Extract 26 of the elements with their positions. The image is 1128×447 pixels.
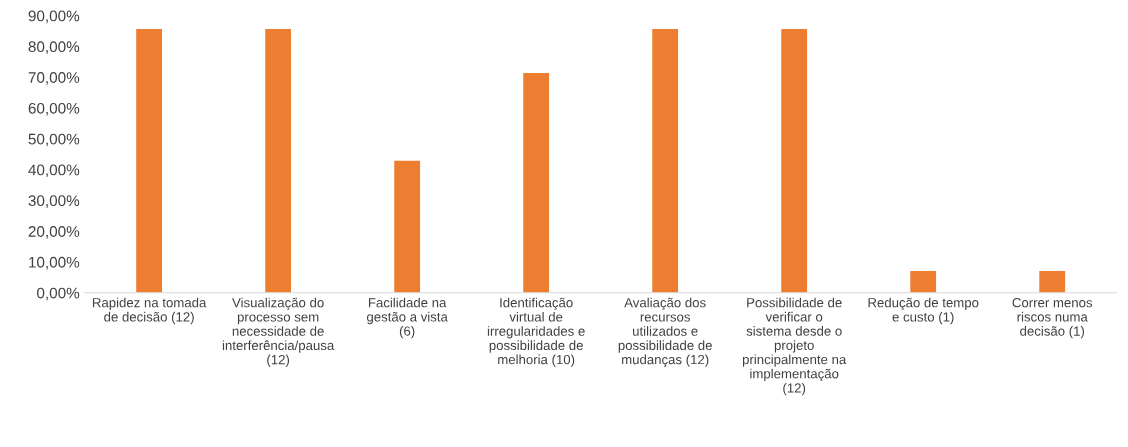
x-tick-label: Facilidade na gestão a vista (6)	[366, 297, 448, 339]
bar	[394, 160, 421, 293]
y-tick-label: 60,00%	[28, 102, 80, 116]
y-tick-label: 30,00%	[28, 195, 80, 208]
bar	[136, 28, 163, 293]
y-tick-label: 20,00%	[28, 226, 80, 239]
x-tick-label: Identificação virtual de irregularidades e possibilidade de melhoria (10)	[487, 297, 585, 367]
y-tick-label: 50,00%	[28, 133, 80, 147]
x-tick-label: Correr menos riscos numa decisão (1)	[1012, 297, 1093, 339]
y-tick-label: 40,00%	[28, 164, 80, 178]
y-tick-label: 0,00%	[37, 287, 80, 301]
x-tick-label: Redução de tempo e custo (1)	[868, 297, 979, 325]
x-tick-label: Visualização do processo sem necessidade de interferência/pausa (12)	[222, 297, 335, 367]
bar	[523, 72, 550, 293]
y-tick-label: 10,00%	[29, 256, 80, 270]
bar	[652, 28, 679, 293]
bar	[910, 270, 937, 293]
bar	[781, 28, 808, 293]
bar	[1039, 270, 1066, 293]
y-tick-label: 90,00%	[28, 10, 80, 24]
x-tick-label: Avaliação dos recursos utilizados e possibilidade de mudanças (12)	[618, 297, 712, 367]
x-tick-label: Possibilidade de verificar o sistema desde o projeto principalmente na implementação (12)	[742, 297, 847, 396]
x-tick-label: Rapidez na tomada de decisão (12)	[92, 297, 207, 325]
y-tick-label: 70,00%	[28, 72, 80, 85]
y-tick-label: 80,00%	[28, 41, 80, 54]
bar	[265, 28, 292, 293]
